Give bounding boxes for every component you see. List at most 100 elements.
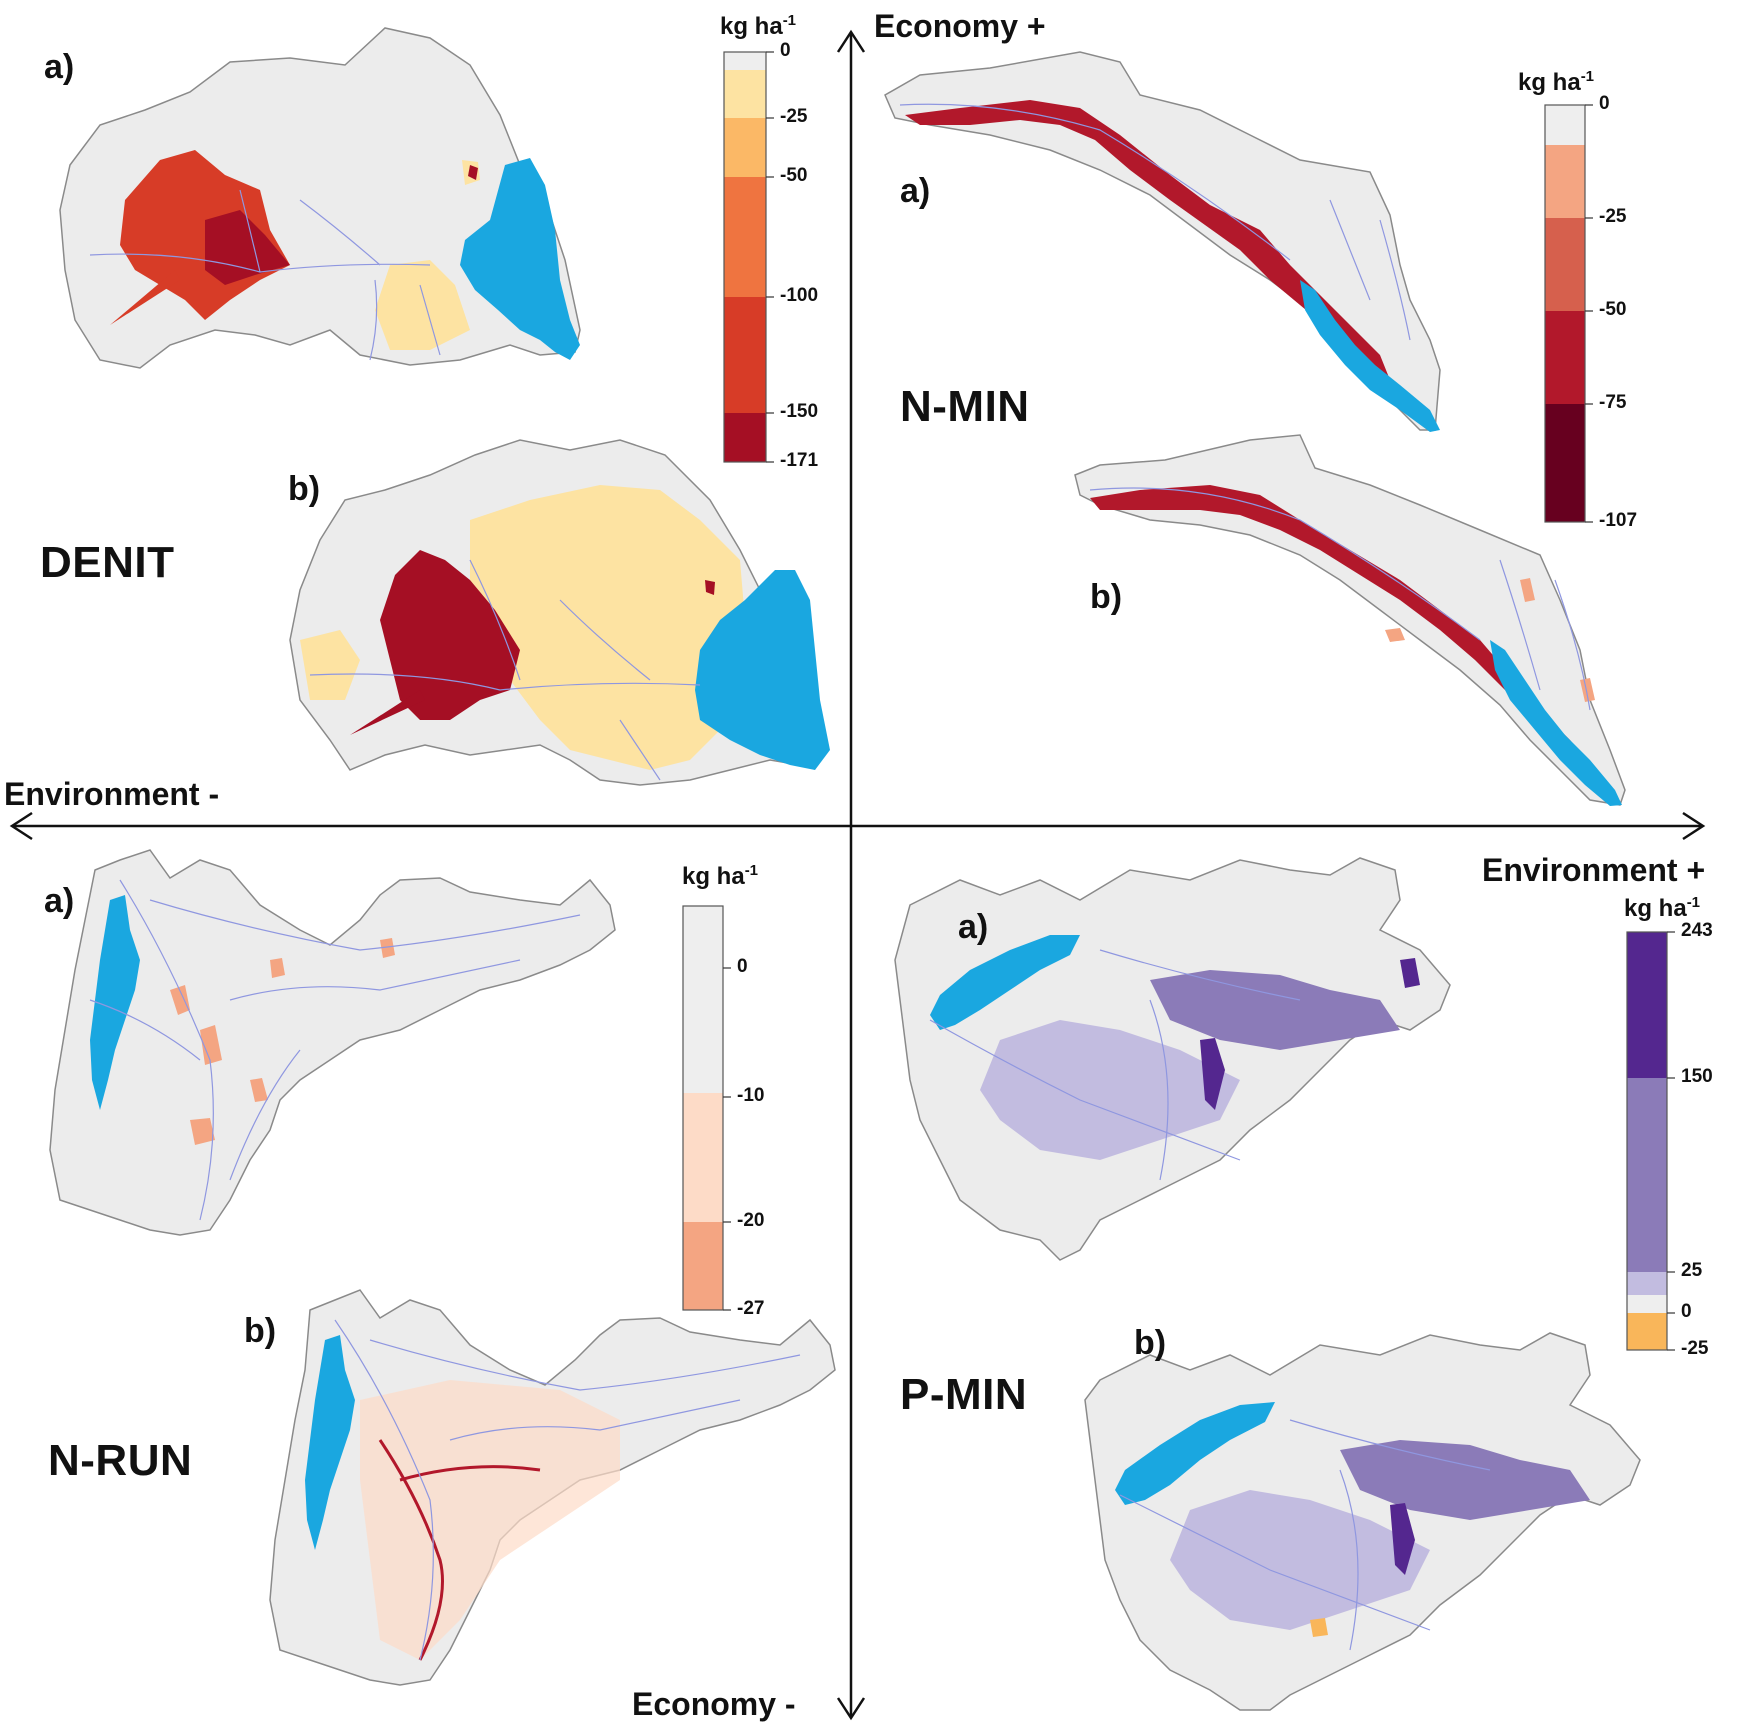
rivers bbox=[1119, 1419, 1491, 1651]
legend-tick-label: -50 bbox=[780, 165, 808, 186]
legend-unit-pmin: kg ha-1 bbox=[1624, 894, 1701, 922]
legend-swatch bbox=[683, 906, 723, 1034]
legend-tick-label: -171 bbox=[780, 450, 819, 471]
legend-tick-label: -100 bbox=[780, 285, 819, 306]
legend-frame bbox=[723, 51, 767, 463]
nrun-map-b bbox=[269, 1289, 836, 1686]
legend-swatch bbox=[724, 177, 766, 297]
legend-tick-label: -20 bbox=[737, 1210, 765, 1231]
legend-frame bbox=[1626, 931, 1668, 1351]
legend-tick-label: 0 bbox=[737, 956, 748, 977]
arrowhead-left bbox=[9, 811, 33, 841]
light-zone-left bbox=[300, 630, 360, 700]
p-zone-light bbox=[980, 1020, 1240, 1160]
legend-swatch bbox=[724, 52, 766, 70]
arrowhead-up bbox=[836, 29, 866, 53]
legend-tick-label: -25 bbox=[780, 106, 808, 127]
legend-tick-label: -25 bbox=[1599, 206, 1627, 227]
legend-tick-label: -75 bbox=[1599, 392, 1627, 413]
lake bbox=[305, 1335, 355, 1550]
denit-map-a bbox=[59, 27, 581, 369]
title-pmin: P-MIN bbox=[900, 1370, 1028, 1419]
legend-bar-nrun bbox=[682, 905, 731, 1311]
legend-swatch bbox=[724, 70, 766, 118]
p-zone-light bbox=[1170, 1490, 1430, 1630]
rivers bbox=[929, 949, 1301, 1181]
title-nrun: N-RUN bbox=[48, 1436, 193, 1485]
legend-swatch bbox=[1627, 1295, 1667, 1313]
legend-swatch bbox=[683, 1093, 723, 1222]
light-zone bbox=[375, 260, 470, 350]
run-streaks bbox=[378, 1439, 541, 1661]
run-haze bbox=[360, 1380, 620, 1660]
legend-bar-denit bbox=[723, 51, 774, 463]
panel-tag-pmin-a: a) bbox=[958, 908, 989, 946]
rivers bbox=[1089, 487, 1591, 711]
panel-tag-denit-b: b) bbox=[288, 470, 321, 508]
legend-swatch bbox=[1627, 1313, 1667, 1350]
pmin-map-b bbox=[1084, 1332, 1641, 1711]
panel-tag-denit-a: a) bbox=[44, 48, 75, 86]
lake bbox=[930, 935, 1080, 1030]
legend-swatch bbox=[683, 1222, 723, 1310]
legend-bar-nmin bbox=[1544, 104, 1593, 523]
small-patch-dark bbox=[468, 165, 478, 180]
run-patches bbox=[170, 938, 395, 1145]
orange-patch bbox=[1310, 1618, 1328, 1637]
red-zone-ray bbox=[110, 270, 180, 325]
legend-swatch bbox=[724, 413, 766, 462]
p-zone-medium bbox=[1340, 1440, 1590, 1520]
denit-map-b bbox=[289, 439, 830, 786]
legend-frame bbox=[682, 905, 724, 1311]
lake bbox=[1490, 640, 1622, 806]
lake bbox=[460, 158, 580, 360]
rivers bbox=[89, 189, 441, 361]
red-band bbox=[905, 100, 1390, 385]
legend-tick-label: -25 bbox=[1681, 1338, 1709, 1359]
legend-swatch bbox=[1545, 145, 1585, 218]
nmin-map-a bbox=[884, 51, 1441, 432]
panel-tag-nmin-b: b) bbox=[1090, 578, 1123, 616]
pmin-map-a bbox=[894, 857, 1451, 1261]
legend-tick-label: -10 bbox=[737, 1085, 765, 1106]
legend-swatch bbox=[1545, 105, 1585, 145]
p-zone-medium bbox=[1150, 970, 1400, 1050]
legend-swatch bbox=[683, 1034, 723, 1093]
legend-swatch bbox=[724, 297, 766, 413]
legend-tick-label: 150 bbox=[1681, 1066, 1713, 1087]
rivers bbox=[334, 1319, 801, 1661]
legend-tick-label: 0 bbox=[1599, 93, 1610, 114]
legend-tick-label: -27 bbox=[737, 1298, 765, 1319]
legend-swatch bbox=[1545, 218, 1585, 311]
axis-label-economy-minus: Economy - bbox=[632, 1686, 796, 1722]
nrun-map-a bbox=[49, 849, 616, 1236]
legend-swatch bbox=[1545, 311, 1585, 404]
rivers bbox=[899, 103, 1411, 341]
legend-unit-nrun: kg ha-1 bbox=[682, 862, 759, 890]
panel-tag-nmin-a: a) bbox=[900, 172, 931, 210]
rivers bbox=[309, 559, 701, 781]
legend-tick-label: 0 bbox=[1681, 1301, 1692, 1322]
lake bbox=[695, 570, 830, 770]
axis-label-economy-plus: Economy + bbox=[874, 8, 1046, 44]
legend-tick-label: 243 bbox=[1681, 920, 1713, 941]
panel-tag-nrun-b: b) bbox=[244, 1312, 277, 1350]
lake bbox=[1300, 280, 1440, 432]
rivers bbox=[89, 879, 581, 1221]
title-denit: DENIT bbox=[40, 538, 175, 587]
legend-swatch bbox=[1627, 1272, 1667, 1295]
quadrant-axes bbox=[9, 29, 1706, 1721]
p-zone-dark bbox=[1390, 1503, 1415, 1575]
small-patch-dark bbox=[705, 580, 715, 595]
legend-tick-label: -107 bbox=[1599, 510, 1638, 531]
legend-unit-denit: kg ha-1 bbox=[720, 12, 797, 40]
legend-swatch bbox=[1627, 1078, 1667, 1272]
legend-swatch bbox=[1627, 932, 1667, 1078]
red-zone-dark bbox=[380, 550, 520, 720]
axis-label-environment-plus: Environment + bbox=[1482, 852, 1706, 888]
axis-label-environment-minus: Environment - bbox=[4, 776, 220, 812]
legend-frame bbox=[1544, 104, 1586, 523]
catchment-outline bbox=[49, 849, 616, 1236]
